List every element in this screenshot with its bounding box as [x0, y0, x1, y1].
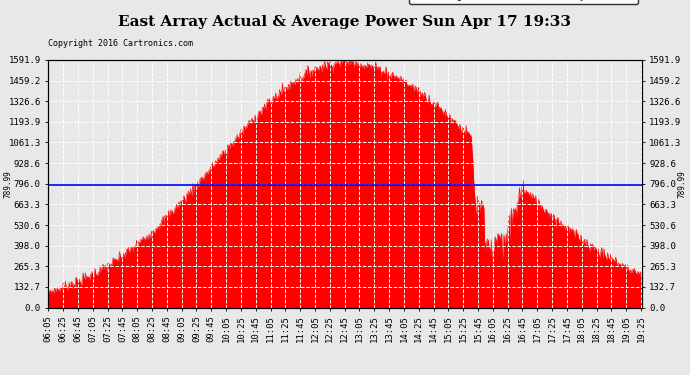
Text: 789.99: 789.99	[3, 170, 12, 198]
Text: East Array Actual & Average Power Sun Apr 17 19:33: East Array Actual & Average Power Sun Ap…	[119, 15, 571, 29]
Text: 789.99: 789.99	[678, 170, 687, 198]
Legend:  Average  (DC Watts),  East Array  (DC Watts): Average (DC Watts), East Array (DC Watts…	[409, 0, 638, 4]
Text: Copyright 2016 Cartronics.com: Copyright 2016 Cartronics.com	[48, 39, 193, 48]
